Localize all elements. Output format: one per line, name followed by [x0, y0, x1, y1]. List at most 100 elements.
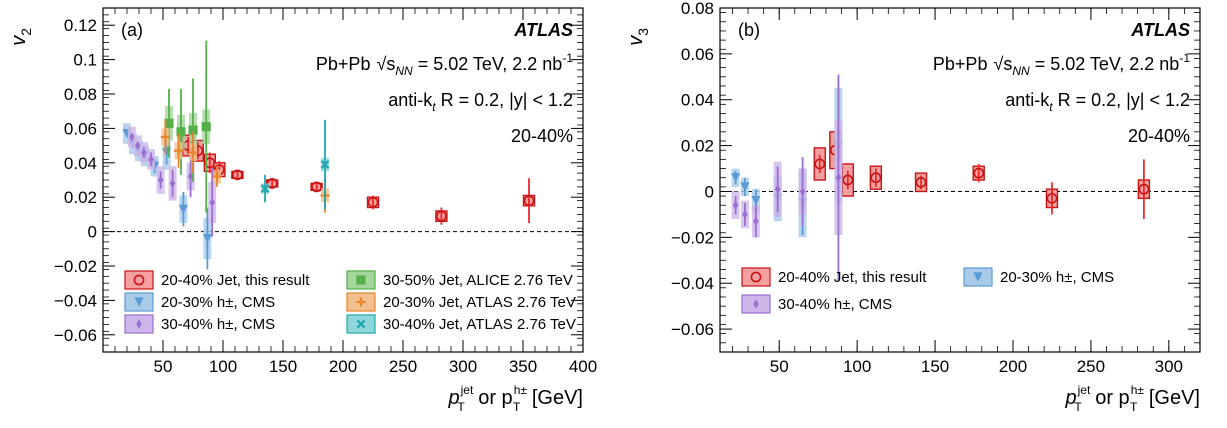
x-tick-label: 100: [209, 357, 237, 376]
x-axis-label-sub: T: [457, 400, 465, 414]
data-point: [231, 169, 243, 181]
series-this_result: [181, 134, 536, 225]
x-axis-label-or: or p: [473, 387, 513, 409]
x-tick-label: 200: [329, 357, 357, 376]
x-tick-label: 50: [154, 357, 173, 376]
legend-marker: [136, 319, 142, 329]
y-axis-label-sub: 3: [635, 28, 651, 36]
data-point: [973, 167, 985, 179]
data-point: [1138, 183, 1150, 195]
annot-cuts: R = 0.2, |y| < 1.2: [436, 90, 573, 110]
legend-label: 30-40% h±, CMS: [161, 316, 275, 333]
y-tick-label: 0.06: [64, 119, 97, 138]
annot-lumi-exp: -1: [562, 51, 573, 65]
legend-label: 20-40% Jet, this result: [778, 269, 927, 286]
x-tick-label: 50: [770, 357, 789, 376]
data-layer: [122, 40, 536, 270]
data-point: [774, 184, 781, 194]
x-axis-label-sup2: h±: [1131, 383, 1145, 397]
series-atlas276_3040: [260, 119, 330, 210]
panel-b: −0.06 −0.04 −0.02 0 0.02 0.04 0.06 0.08 50 100 150…: [625, 0, 1201, 414]
legend-label: 30-40% h±, CMS: [778, 296, 892, 313]
data-point: [1046, 192, 1058, 204]
y-axis-label-sub: 2: [18, 28, 34, 36]
series-this_result: [813, 131, 1151, 219]
annotation-collision: Pb+Pb √sNN = 5.02 TeV, 2.2 nb-1: [316, 51, 573, 78]
atlas-label: ATLAS: [1130, 20, 1190, 40]
y-tick-label: −0.06: [671, 320, 714, 339]
annotation-centrality: 20-40%: [1128, 126, 1190, 146]
data-point: [751, 196, 761, 206]
legend: 20-40% Jet, this result 30-50% Jet, ALICE…: [124, 270, 576, 334]
x-tick-label: 100: [843, 357, 871, 376]
series-alice_3050: [164, 40, 211, 213]
data-point: [201, 122, 211, 132]
data-point: [176, 127, 186, 137]
legend-swatch: [741, 267, 771, 287]
annot-sqrt: √s: [376, 54, 395, 74]
panel-a: −0.06 −0.04 −0.02 0 0.02 0.04 0.06 0.08 0.1 0.12 5…: [8, 7, 597, 414]
legend-marker: [133, 274, 145, 286]
y-tick-label: 0.04: [681, 91, 714, 110]
legend-marker: [753, 299, 759, 309]
y-tick-label: 0.02: [64, 188, 97, 207]
x-tick-label: 200: [999, 357, 1027, 376]
y-tick-label: 0.02: [681, 137, 714, 156]
panel-label: (b): [738, 20, 760, 40]
legend-label: 20-30% h±, CMS: [1000, 269, 1114, 286]
legend-marker: [356, 275, 366, 285]
x-axis-label-sub2: T: [1130, 400, 1138, 414]
y-axis-label: v2: [8, 28, 34, 46]
annotation-centrality: 20-40%: [511, 126, 573, 146]
y-axis-label-main: v: [625, 35, 647, 46]
y-tick-label: 0: [705, 182, 714, 201]
legend-marker: [973, 272, 983, 282]
annot-energy: = 5.02 TeV, 2.2 nb: [413, 54, 563, 74]
x-axis-label-sub: T: [1074, 400, 1082, 414]
series-cms_3040: [731, 74, 843, 281]
data-point: [188, 147, 198, 158]
legend-marker: [750, 271, 762, 283]
x-axis-label-p: p: [1065, 387, 1077, 409]
x-axis-label-sup2: h±: [514, 383, 528, 397]
data-point: [842, 174, 854, 186]
y-tick-label: 0.08: [64, 85, 97, 104]
data-point: [835, 173, 842, 183]
data-point: [320, 160, 330, 169]
data-point: [753, 216, 759, 226]
data-point: [188, 125, 198, 135]
legend-label: 30-40% Jet, ATLAS 2.76 TeV: [383, 316, 576, 333]
data-point: [367, 196, 379, 208]
y-tick-label: −0.04: [671, 274, 714, 293]
annot-antik: anti-k: [388, 90, 433, 110]
x-tick-label: 250: [1077, 357, 1105, 376]
y-tick-label: −0.06: [54, 326, 97, 345]
panel-label: (a): [121, 20, 143, 40]
x-tick-label: 250: [389, 357, 417, 376]
y-axis-label-main: v: [8, 35, 30, 46]
x-axis-label-sub2: T: [513, 400, 521, 414]
y-tick-label: 0.06: [681, 45, 714, 64]
legend-marker: [356, 319, 366, 329]
data-point: [870, 172, 882, 184]
legend: 20-40% Jet, this result 20-30% h±, CMS 30-…: [741, 267, 1114, 314]
y-tick-label: 0.04: [64, 154, 97, 173]
data-point: [730, 173, 741, 183]
data-point: [187, 171, 194, 182]
data-point: [178, 204, 188, 214]
y-axis-label: v3: [625, 28, 651, 46]
legend-label: 20-30% Jet, ATLAS 2.76 TeV: [383, 294, 576, 311]
annot-pbpb: Pb+Pb: [933, 54, 988, 74]
data-point: [148, 154, 154, 164]
x-axis-label-sup: jet: [460, 383, 474, 397]
data-point: [157, 175, 164, 185]
annotation-jet: anti-kt R = 0.2, |y| < 1.2: [388, 90, 573, 114]
x-axis-label-sup: jet: [1077, 383, 1091, 397]
data-point: [260, 184, 270, 194]
x-axis-label-p: p: [448, 387, 460, 409]
data-point: [202, 233, 212, 244]
y-tick-label: 0.12: [64, 16, 97, 35]
data-point: [129, 132, 135, 142]
x-tick-label: 150: [921, 357, 949, 376]
